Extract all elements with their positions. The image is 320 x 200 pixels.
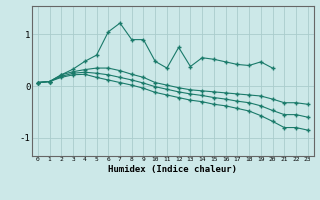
X-axis label: Humidex (Indice chaleur): Humidex (Indice chaleur): [108, 165, 237, 174]
